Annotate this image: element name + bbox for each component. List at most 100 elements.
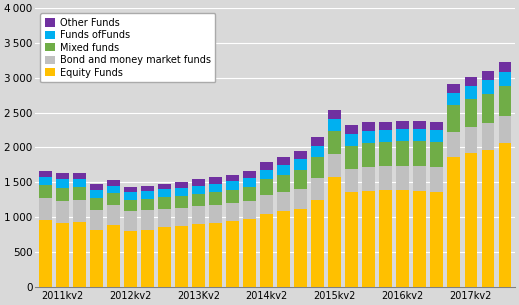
Bar xyxy=(39,171,52,177)
Bar xyxy=(158,209,171,228)
Bar xyxy=(210,223,222,287)
Bar xyxy=(346,169,358,192)
Bar xyxy=(90,190,103,198)
Bar xyxy=(107,205,120,225)
Bar xyxy=(430,142,443,167)
Bar xyxy=(90,198,103,210)
Bar xyxy=(158,228,171,287)
Bar xyxy=(107,180,120,185)
Bar xyxy=(243,171,256,178)
Bar xyxy=(193,206,204,224)
Bar xyxy=(57,201,69,223)
Bar xyxy=(414,166,426,191)
Bar xyxy=(329,154,340,177)
Bar xyxy=(226,203,239,221)
Bar xyxy=(226,221,239,287)
Bar xyxy=(175,182,188,188)
Bar xyxy=(243,178,256,187)
Bar xyxy=(57,173,69,179)
Bar xyxy=(278,157,290,165)
Bar xyxy=(294,159,307,170)
Bar xyxy=(73,173,86,179)
Bar xyxy=(226,174,239,181)
Bar xyxy=(482,94,494,123)
Bar xyxy=(430,122,443,130)
Bar xyxy=(311,137,324,146)
Bar xyxy=(175,188,188,196)
Bar xyxy=(447,84,460,93)
Bar xyxy=(243,219,256,287)
Bar xyxy=(346,192,358,287)
Bar xyxy=(397,189,409,287)
Bar xyxy=(465,77,477,86)
Bar xyxy=(73,221,86,287)
Bar xyxy=(90,184,103,190)
Legend: Other Funds, Funds ofFunds, Mixed funds, Bond and money market funds, Equity Fun: Other Funds, Funds ofFunds, Mixed funds,… xyxy=(40,13,215,82)
Bar xyxy=(158,189,171,197)
Bar xyxy=(141,199,154,210)
Bar xyxy=(175,208,188,226)
Bar xyxy=(226,181,239,190)
Bar xyxy=(447,105,460,132)
Bar xyxy=(482,71,494,81)
Bar xyxy=(210,205,222,223)
Bar xyxy=(90,210,103,230)
Bar xyxy=(278,211,290,287)
Bar xyxy=(447,157,460,287)
Bar xyxy=(499,72,511,86)
Bar xyxy=(141,191,154,199)
Bar xyxy=(261,214,272,287)
Bar xyxy=(311,146,324,157)
Bar xyxy=(39,185,52,198)
Bar xyxy=(414,129,426,141)
Bar xyxy=(193,185,204,193)
Bar xyxy=(193,193,204,206)
Bar xyxy=(141,185,154,191)
Bar xyxy=(141,230,154,287)
Bar xyxy=(125,231,136,287)
Bar xyxy=(210,177,222,184)
Bar xyxy=(73,200,86,221)
Bar xyxy=(278,175,290,192)
Bar xyxy=(243,201,256,219)
Bar xyxy=(193,179,204,185)
Bar xyxy=(261,162,272,170)
Bar xyxy=(499,116,511,143)
Bar xyxy=(397,166,409,189)
Bar xyxy=(39,198,52,220)
Bar xyxy=(430,192,443,287)
Bar xyxy=(294,170,307,189)
Bar xyxy=(379,121,392,130)
Bar xyxy=(125,211,136,231)
Bar xyxy=(158,197,171,209)
Bar xyxy=(210,192,222,205)
Bar xyxy=(379,190,392,287)
Bar xyxy=(329,177,340,287)
Bar xyxy=(125,187,136,192)
Bar xyxy=(73,187,86,200)
Bar xyxy=(482,81,494,94)
Bar xyxy=(294,210,307,287)
Bar xyxy=(175,226,188,287)
Bar xyxy=(141,210,154,230)
Bar xyxy=(57,223,69,287)
Bar xyxy=(107,193,120,205)
Bar xyxy=(362,122,375,131)
Bar xyxy=(329,120,340,131)
Bar xyxy=(158,184,171,189)
Bar xyxy=(39,177,52,185)
Bar xyxy=(57,179,69,188)
Bar xyxy=(210,184,222,192)
Bar xyxy=(482,149,494,287)
Bar xyxy=(346,146,358,169)
Bar xyxy=(379,142,392,166)
Bar xyxy=(362,191,375,287)
Bar xyxy=(482,123,494,149)
Bar xyxy=(39,220,52,287)
Bar xyxy=(397,129,409,141)
Bar xyxy=(311,200,324,287)
Bar xyxy=(362,143,375,167)
Bar xyxy=(107,185,120,193)
Bar xyxy=(175,196,188,208)
Bar xyxy=(346,134,358,146)
